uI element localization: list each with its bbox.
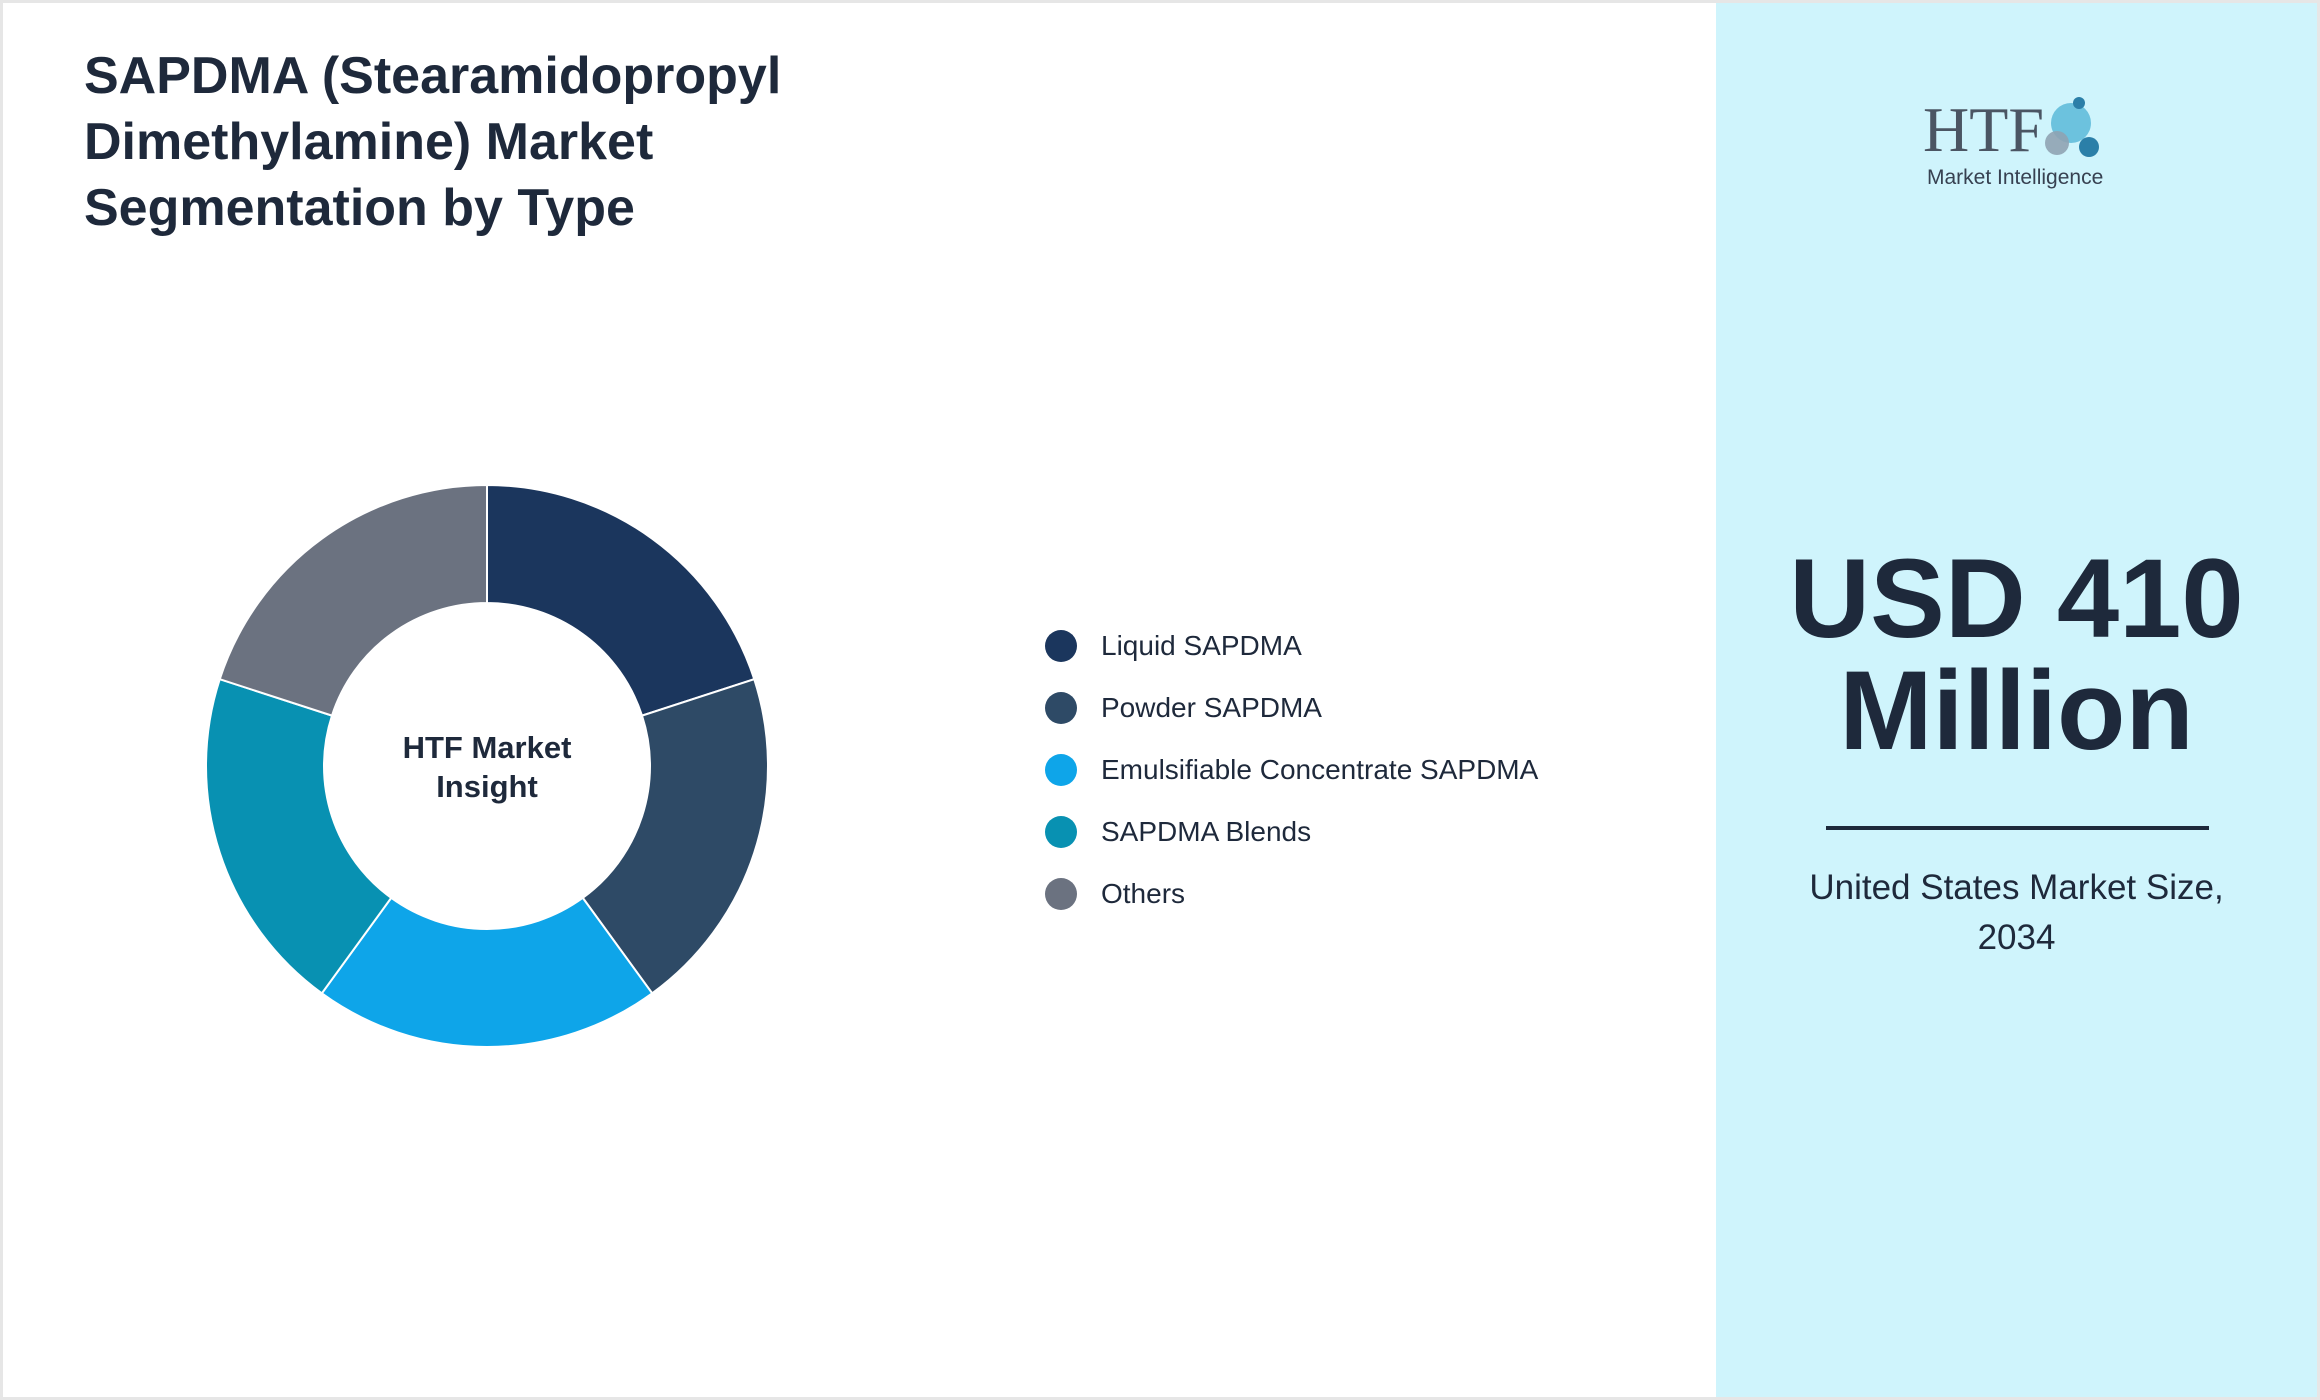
legend-label: Powder SAPDMA — [1101, 692, 1322, 723]
legend-item: Others — [1045, 863, 1538, 925]
legend-swatch — [1045, 878, 1077, 910]
center-label-line-1: HTF Market — [403, 730, 572, 765]
legend-item: SAPDMA Blends — [1045, 801, 1538, 863]
divider — [1826, 826, 2209, 830]
legend-swatch — [1045, 754, 1077, 786]
donut-chart: HTF Market Insight — [205, 483, 769, 1049]
legend-label: Liquid SAPDMA — [1101, 630, 1302, 661]
legend-item: Liquid SAPDMA — [1045, 615, 1538, 677]
donut-slice-sapdma-blends — [205, 677, 393, 995]
legend-swatch — [1045, 630, 1077, 662]
center-label-line-2: Insight — [436, 769, 538, 804]
logo-subtext: Market Intelligence — [1927, 166, 2103, 189]
legend-swatch — [1045, 816, 1077, 848]
legend-item: Powder SAPDMA — [1045, 677, 1538, 739]
legend-label: Others — [1101, 878, 1186, 909]
legend-label: SAPDMA Blends — [1101, 816, 1312, 847]
chart-panel: SAPDMA (Stearamidopropyl Dimethylamine) … — [3, 3, 1716, 1397]
donut-slice-others — [218, 483, 488, 717]
htf-logo: HTF Market Intelligence — [1923, 94, 2103, 189]
legend-swatch — [1045, 692, 1077, 724]
legend-label: Emulsifiable Concentrate SAPDMA — [1101, 754, 1539, 785]
summary-panel: HTF Market Intelligence USD 410 Million … — [1716, 3, 2317, 1397]
chart-title: SAPDMA (Stearamidopropyl Dimethylamine) … — [84, 47, 782, 237]
logo-text: HTF — [1923, 94, 2044, 165]
market-size-caption: United States Market Size, 2034 — [1809, 868, 2224, 957]
chart-legend: Liquid SAPDMA Powder SAPDMA Emulsifiable C… — [1045, 615, 1538, 925]
donut-slice-liquid-sapdma — [486, 483, 756, 717]
legend-item: Emulsifiable Concentrate SAPDMA — [1045, 739, 1538, 801]
donut-slice-powder-sapdma — [581, 677, 769, 995]
infographic: SAPDMA (Stearamidopropyl Dimethylamine) … — [3, 3, 2317, 1397]
market-size-value: USD 410 Million — [1789, 536, 2244, 773]
donut-slice-emulsifiable-concentrate-sapdma — [320, 896, 654, 1049]
